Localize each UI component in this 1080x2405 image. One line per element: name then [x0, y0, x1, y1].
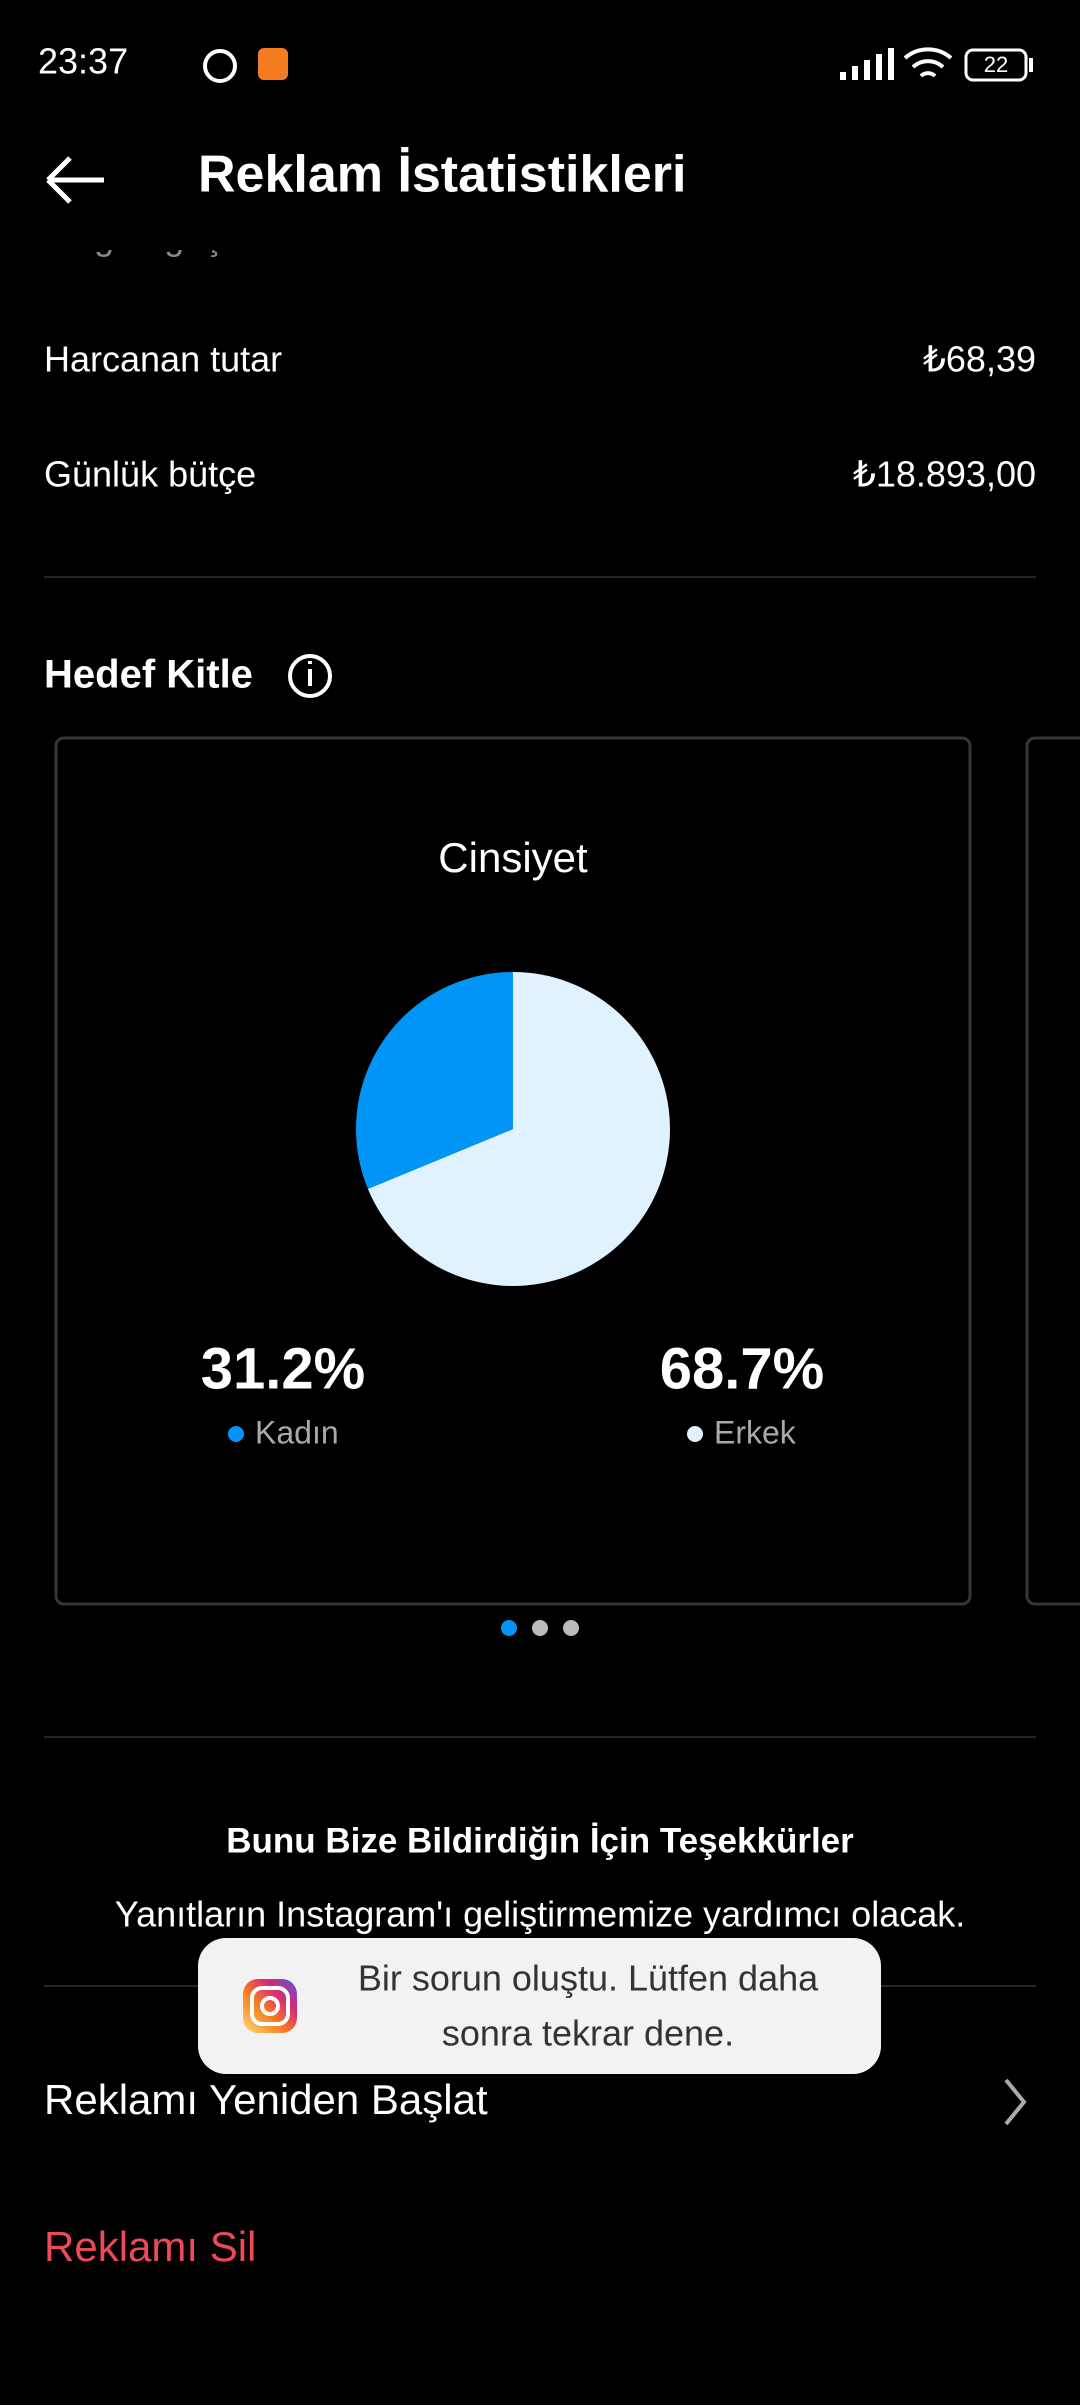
section-title: Hedef Kitle — [44, 653, 253, 697]
info-icon[interactable] — [288, 654, 332, 698]
stat-label: Harcanan tutar — [44, 339, 282, 380]
legend-label: Erkek — [714, 1414, 797, 1450]
percent-label: 31.2% — [201, 1336, 365, 1401]
pie-slice — [367, 972, 671, 1287]
pie-slice — [356, 972, 513, 1189]
chart-card — [54, 736, 972, 1606]
chevron — [1004, 2078, 1027, 2126]
page-dots — [501, 1620, 579, 1636]
status-icons — [203, 47, 1033, 83]
partial-text: 69 gün geçti — [44, 217, 240, 258]
stat-label: Günlük bütçe — [44, 454, 256, 495]
stat-value: ₺68,39 — [923, 339, 1036, 380]
legend-label: Kadın — [255, 1414, 339, 1450]
toast-line: sonra tekrar dene. — [442, 2013, 734, 2054]
toast-line: Bir sorun oluştu. Lütfen daha — [358, 1958, 819, 1999]
legend-dot — [228, 1426, 244, 1442]
chart-title: Cinsiyet — [438, 834, 588, 881]
stat-value: ₺18.893,00 — [853, 454, 1036, 495]
legend-dot — [687, 1426, 703, 1442]
percent-label: 68.7% — [660, 1336, 824, 1401]
next-card[interactable] — [1025, 736, 1080, 1606]
back-button[interactable] — [46, 156, 104, 204]
header-title: Reklam İstatistikleri — [198, 146, 686, 204]
feedback-text: Yanıtların Instagram'ı geliştirmemize ya… — [115, 1894, 966, 1935]
time: 23:37 — [38, 41, 128, 82]
toast: Bir sorun oluştu. Lütfen daha sonra tekr… — [198, 1938, 881, 2074]
battery: 22 — [984, 52, 1008, 77]
action-delete[interactable]: Reklamı Sil — [44, 2223, 256, 2270]
feedback-title: Bunu Bize Bildirdiğin İçin Teşekkürler — [226, 1821, 854, 1860]
action-restart[interactable]: Reklamı Yeniden Başlat — [44, 2076, 488, 2123]
